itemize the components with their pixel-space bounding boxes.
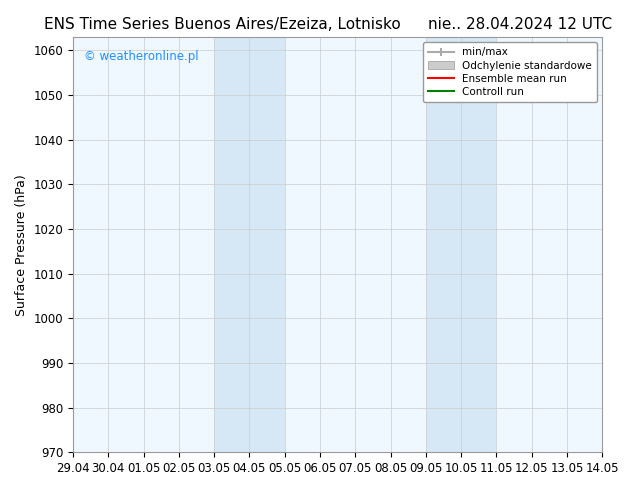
Text: nie.. 28.04.2024 12 UTC: nie.. 28.04.2024 12 UTC bbox=[428, 17, 612, 32]
Text: © weatheronline.pl: © weatheronline.pl bbox=[84, 49, 198, 63]
Legend: min/max, Odchylenie standardowe, Ensemble mean run, Controll run: min/max, Odchylenie standardowe, Ensembl… bbox=[422, 42, 597, 102]
Text: ENS Time Series Buenos Aires/Ezeiza, Lotnisko: ENS Time Series Buenos Aires/Ezeiza, Lot… bbox=[44, 17, 400, 32]
Bar bbox=[426, 37, 496, 452]
Bar bbox=[214, 37, 285, 452]
Y-axis label: Surface Pressure (hPa): Surface Pressure (hPa) bbox=[15, 174, 28, 316]
